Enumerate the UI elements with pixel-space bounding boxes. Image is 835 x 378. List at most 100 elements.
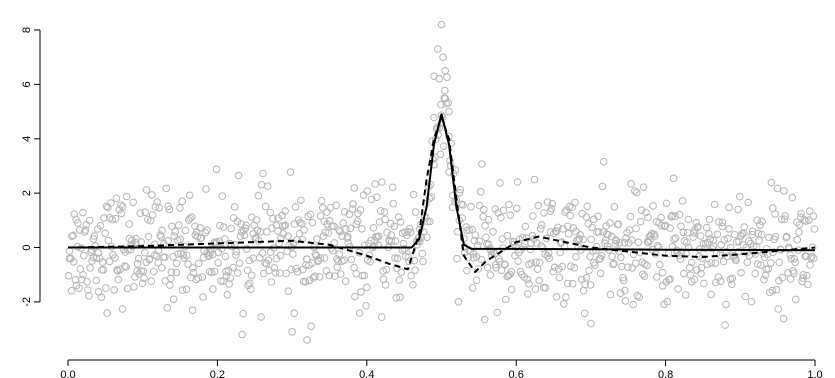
data-point: [257, 180, 266, 189]
data-point: [705, 230, 713, 238]
data-point: [83, 278, 91, 286]
data-point: [756, 221, 764, 229]
data-point: [223, 290, 232, 299]
data-point: [537, 221, 546, 229]
data-point: [656, 260, 664, 269]
data-point: [369, 224, 378, 232]
data-point: [481, 221, 489, 230]
data-point: [624, 263, 632, 272]
data-point: [163, 304, 172, 312]
data-point: [518, 270, 526, 279]
data-point: [594, 212, 602, 221]
data-point: [652, 273, 661, 281]
data-point: [540, 209, 548, 217]
data-point: [290, 309, 299, 318]
data-point: [261, 202, 270, 211]
data-point: [734, 247, 743, 256]
data-point: [474, 265, 483, 273]
data-point: [459, 201, 467, 209]
x-tick-label: 0.0: [60, 369, 75, 378]
data-point: [514, 257, 522, 265]
data-point: [559, 300, 568, 308]
data-point: [485, 240, 493, 249]
data-point: [554, 223, 562, 232]
data-point: [769, 248, 778, 256]
data-point: [780, 187, 788, 195]
data-point: [626, 212, 635, 221]
data-point: [728, 280, 736, 289]
data-point: [69, 258, 78, 266]
data-point: [355, 248, 363, 257]
data-point: [196, 224, 204, 232]
data-point: [734, 205, 742, 214]
data-point: [598, 182, 607, 191]
data-point: [133, 260, 142, 268]
data-point: [575, 235, 584, 243]
data-point: [633, 291, 642, 300]
data-point: [297, 196, 305, 205]
data-point: [221, 252, 230, 261]
data-point: [136, 209, 145, 217]
data-point: [587, 319, 595, 328]
data-point: [545, 254, 554, 263]
data-point: [247, 285, 255, 294]
data-point: [483, 263, 492, 272]
data-point: [205, 252, 213, 260]
data-point: [122, 192, 131, 201]
data-point: [640, 260, 649, 268]
data-point: [96, 221, 105, 230]
data-point: [154, 259, 162, 267]
data-point: [117, 201, 125, 209]
data-point: [411, 266, 419, 275]
data-point: [597, 251, 606, 260]
data-point: [245, 256, 253, 265]
data-point: [158, 226, 166, 235]
data-point: [406, 228, 415, 237]
data-point: [510, 240, 518, 249]
data-point: [210, 267, 219, 276]
solid-curve: [68, 113, 816, 252]
data-point: [696, 232, 705, 240]
data-point: [363, 283, 371, 292]
data-point: [493, 308, 502, 317]
data-point: [101, 229, 109, 237]
data-point: [506, 211, 515, 219]
data-point: [535, 276, 544, 285]
data-point: [468, 284, 477, 292]
data-point: [562, 293, 570, 302]
data-point: [218, 192, 227, 200]
data-point: [725, 225, 733, 233]
data-point: [389, 199, 398, 208]
data-point: [407, 271, 416, 280]
data-point: [621, 286, 629, 295]
data-point: [206, 248, 215, 257]
data-point: [191, 222, 199, 231]
data-point: [632, 188, 641, 197]
data-point: [690, 275, 699, 284]
data-point: [456, 185, 465, 194]
data-point: [279, 230, 288, 238]
data-point: [453, 254, 461, 263]
data-point: [810, 254, 818, 263]
data-point: [201, 228, 210, 237]
data-point: [773, 184, 782, 193]
data-point: [165, 205, 174, 214]
data-point: [799, 271, 808, 279]
data-point: [64, 271, 73, 280]
data-point: [728, 274, 737, 283]
data-point: [736, 192, 744, 201]
data-point: [129, 198, 137, 207]
data-point: [198, 273, 207, 281]
data-point: [489, 228, 497, 236]
data-point: [291, 203, 300, 211]
data-point: [426, 217, 434, 226]
data-point: [161, 253, 169, 261]
data-point: [111, 254, 119, 262]
data-point: [105, 257, 114, 266]
data-point: [330, 239, 339, 247]
data-point: [358, 225, 366, 233]
data-point: [350, 184, 359, 192]
data-point: [671, 234, 680, 242]
data-point: [807, 254, 815, 262]
data-point: [179, 251, 187, 259]
